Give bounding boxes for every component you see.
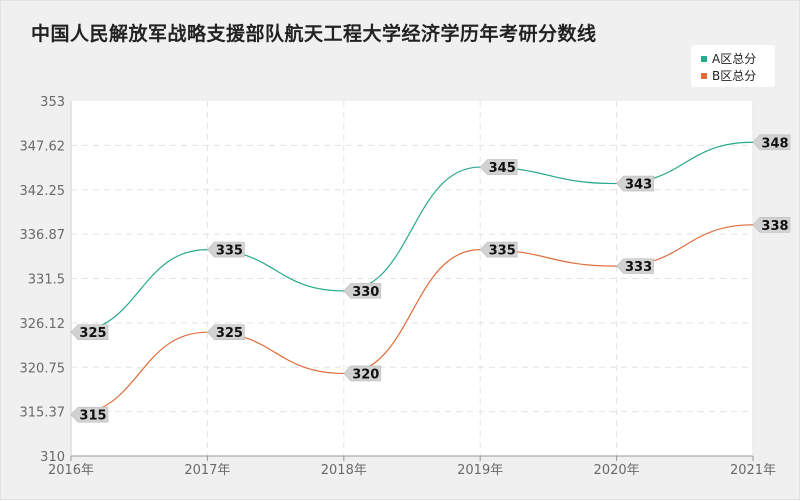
x-tick-label: 2018年 [321, 463, 367, 478]
data-label: 335 [479, 241, 518, 259]
data-label-text: 335 [489, 244, 516, 259]
data-label-text: 330 [352, 285, 379, 300]
legend-item-b[interactable]: B区总分 [701, 67, 756, 84]
y-tick-label: 336.87 [20, 228, 66, 243]
x-tick-label: 2019年 [457, 463, 503, 478]
data-label-text: 338 [761, 219, 788, 234]
data-label-text: 315 [79, 409, 106, 424]
data-label-tag [343, 365, 382, 382]
y-tick-label: 342.25 [20, 184, 66, 199]
data-label: 325 [70, 324, 109, 341]
data-label: 335 [206, 241, 245, 259]
data-label-tag [752, 134, 791, 151]
y-tick-label: 347.62 [20, 139, 66, 154]
data-label: 333 [616, 258, 654, 275]
x-tick-label: 2016年 [48, 463, 94, 478]
x-tick-label: 2021年 [730, 463, 776, 478]
data-label-tag [479, 159, 518, 175]
data-label: 325 [206, 324, 245, 341]
data-label-text: 348 [761, 136, 788, 151]
y-tick-label: 315.37 [20, 406, 66, 421]
data-label-tag [70, 406, 109, 423]
y-tick-label: 331.5 [28, 273, 65, 288]
data-label-text: 333 [625, 260, 652, 275]
data-label-tag [206, 324, 245, 340]
legend-swatch-a [701, 56, 707, 62]
data-label-tag [616, 258, 654, 274]
data-label-tag [752, 217, 791, 233]
chart-title: 中国人民解放军战略支援部队航天工程大学经济学历年考研分数线 [31, 23, 597, 45]
data-label-text: 325 [216, 326, 243, 341]
data-label-tag [70, 324, 109, 340]
data-label: 330 [343, 283, 382, 300]
data-label-tag [206, 241, 245, 258]
legend-label-a: A区总分 [712, 52, 757, 66]
legend-swatch-b [701, 73, 707, 79]
y-tick-label: 310 [40, 450, 65, 465]
x-tick-label: 2020年 [594, 463, 640, 478]
data-label-text: 335 [216, 244, 243, 259]
data-label: 343 [616, 175, 654, 193]
legend-item-a[interactable]: A区总分 [701, 50, 756, 67]
y-tick-label: 326.12 [20, 317, 66, 332]
data-label: 345 [479, 159, 518, 176]
legend-label-b: B区总分 [712, 69, 757, 83]
data-label: 338 [752, 217, 791, 234]
data-label: 315 [70, 406, 109, 424]
data-label-text: 325 [79, 326, 106, 341]
data-label-tag [479, 241, 518, 258]
data-label: 320 [343, 365, 382, 382]
data-label-text: 343 [625, 178, 652, 193]
data-label-tag [343, 283, 382, 299]
y-tick-label: 320.75 [20, 361, 66, 376]
data-label-text: 345 [489, 161, 516, 176]
data-label-text: 320 [352, 367, 379, 382]
data-label-tag [616, 175, 654, 192]
legend: A区总分 B区总分 [691, 45, 775, 87]
y-tick-label: 353 [40, 95, 65, 110]
data-label: 348 [752, 134, 791, 151]
x-tick-label: 2017年 [184, 463, 230, 478]
